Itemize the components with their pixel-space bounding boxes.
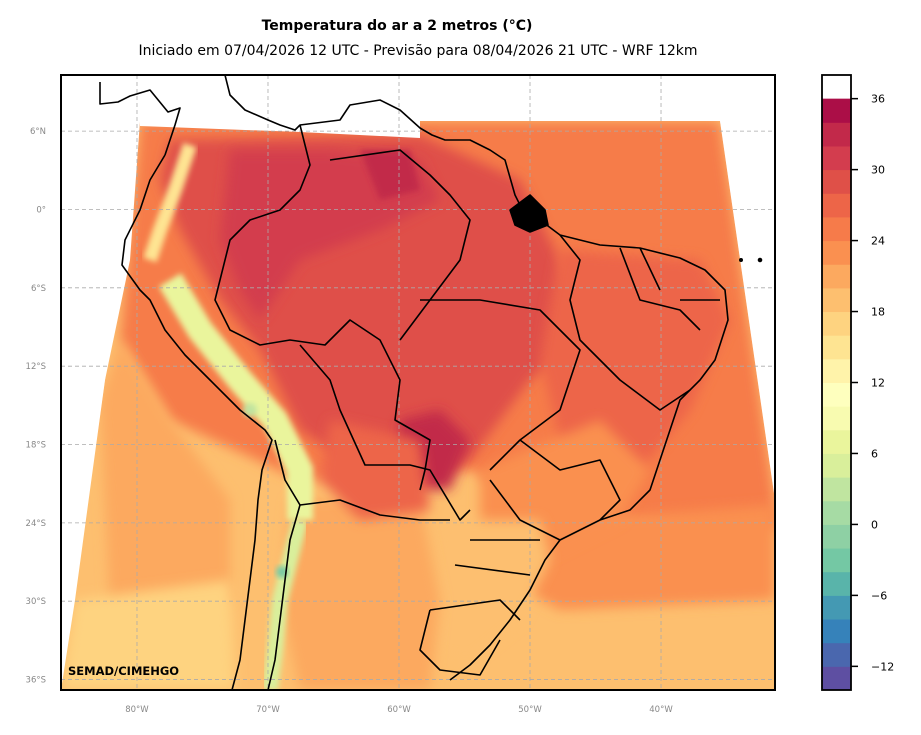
- amazon-mouth: [509, 194, 549, 233]
- plot-frame: [60, 74, 776, 691]
- plot-area: SEMAD/CIMEHGO: [61, 75, 775, 690]
- colorbar-segment: [822, 429, 851, 454]
- altiplano-cold-spot: [243, 403, 257, 417]
- gran-chaco: [320, 420, 430, 520]
- lat-tick-label: 30°S: [26, 597, 46, 607]
- northeast: [540, 250, 730, 470]
- chart-title: Temperatura do ar a 2 metros (°C): [261, 18, 533, 34]
- border-argentina-north: [299, 499, 450, 521]
- colorbar-tick-label: 12: [871, 377, 885, 390]
- colorbar-segment: [822, 619, 851, 644]
- island-dot: [738, 257, 743, 262]
- lat-tick-label: 36°S: [26, 676, 46, 686]
- island-dot: [757, 257, 763, 263]
- colorbar-segment: [822, 358, 851, 383]
- colorbar-tick-label: 18: [871, 306, 885, 319]
- lat-tick-label: 12°S: [26, 362, 46, 372]
- hotspot-north: [360, 150, 420, 200]
- domain-north-edge: [140, 121, 420, 138]
- colorbar-segment: [822, 264, 851, 289]
- coastline-pacific: [121, 154, 273, 690]
- temperature-field: [61, 75, 775, 690]
- colorbar-segment: [822, 122, 851, 147]
- latitude-labels: 6°N 0° 6°S 12°S 18°S 24°S 30°S 36°S: [26, 127, 46, 685]
- lon-tick-label: 70°W: [256, 705, 280, 715]
- colorbar-segment: [822, 595, 851, 620]
- border-states-north: [329, 149, 471, 341]
- credit-label: SEMAD/CIMEHGO: [68, 664, 179, 678]
- andes-south: [262, 518, 308, 690]
- longitude-labels: 80°W 70°W 60°W 50°W 40°W: [125, 705, 673, 715]
- borders: [99, 75, 763, 690]
- colorbar-segment: [822, 287, 851, 313]
- colorbar-segment: [822, 216, 851, 242]
- chart-subtitle: Iniciado em 07/04/2026 12 UTC - Previsão…: [138, 43, 698, 59]
- andes-north: [143, 142, 197, 263]
- lat-tick-label: 18°S: [26, 441, 46, 451]
- lat-tick-label: 24°S: [26, 519, 46, 529]
- colorbar-segment: [822, 240, 851, 265]
- lat-tick-label: 0°: [36, 205, 46, 215]
- lon-tick-label: 60°W: [387, 705, 411, 715]
- colorbar-segment: [822, 571, 851, 596]
- colorbar-segment: [822, 524, 851, 549]
- colorbar-tick-label: −6: [871, 589, 887, 602]
- border-chile-argentina: [267, 439, 301, 690]
- colorbar-segment: [822, 453, 851, 478]
- lon-tick-label: 40°W: [649, 705, 673, 715]
- south-brazil: [420, 520, 550, 660]
- lat-tick-label: 6°N: [30, 127, 46, 137]
- colorbar-tick-label: 30: [871, 164, 885, 177]
- outside-domain-west: [61, 121, 140, 690]
- border-states-se: [489, 439, 621, 541]
- colorbar-segment: [822, 642, 851, 667]
- colorbar-segment: [822, 98, 851, 123]
- coastline-brazil-north: [449, 204, 729, 681]
- border-uruguay: [419, 609, 501, 676]
- colorbar-segment: [822, 382, 851, 407]
- colorbar-tick-label: 0: [871, 518, 878, 531]
- colorbar-segment: [822, 311, 851, 336]
- colorbar-segment: [822, 145, 851, 171]
- border-bolivia-paraguay: [299, 344, 471, 521]
- colorbar-segment: [822, 406, 851, 431]
- outside-domain-north: [61, 75, 775, 121]
- ocean-pacific-south: [61, 580, 235, 690]
- border-states-south: [429, 539, 540, 621]
- coastline-central-america: [99, 82, 181, 156]
- ocean-pacific-north: [100, 340, 230, 610]
- lon-tick-label: 50°W: [518, 705, 542, 715]
- border-states-ne: [559, 234, 691, 411]
- argentina-pampa: [280, 500, 440, 690]
- colorbar-segment: [822, 193, 851, 218]
- andes-central: [158, 273, 313, 520]
- border-brazil-west: [214, 124, 431, 491]
- outside-domain-east: [720, 121, 775, 500]
- colorbar-segment: [822, 666, 851, 691]
- coastline-caribbean: [224, 75, 521, 206]
- colorbar-segment: [822, 500, 851, 525]
- lon-tick-label: 80°W: [125, 705, 149, 715]
- colorbar-segment: [822, 548, 851, 573]
- lat-tick-label: 6°S: [31, 284, 46, 294]
- colorbar-tick-label: 6: [871, 447, 878, 460]
- colorbar: 36 30 24 18 12 6 0 −6 −12: [821, 74, 894, 691]
- gridlines: [61, 75, 775, 690]
- colorbar-segment: [822, 169, 851, 194]
- colorbar-segment: [822, 477, 851, 502]
- colorbar-tick-label: 36: [871, 93, 885, 106]
- colorbar-tick-label: −12: [871, 660, 894, 673]
- border-states-ne2: [619, 247, 720, 331]
- colorbar-segment: [822, 335, 851, 360]
- colorbar-tick-label: 24: [871, 235, 885, 248]
